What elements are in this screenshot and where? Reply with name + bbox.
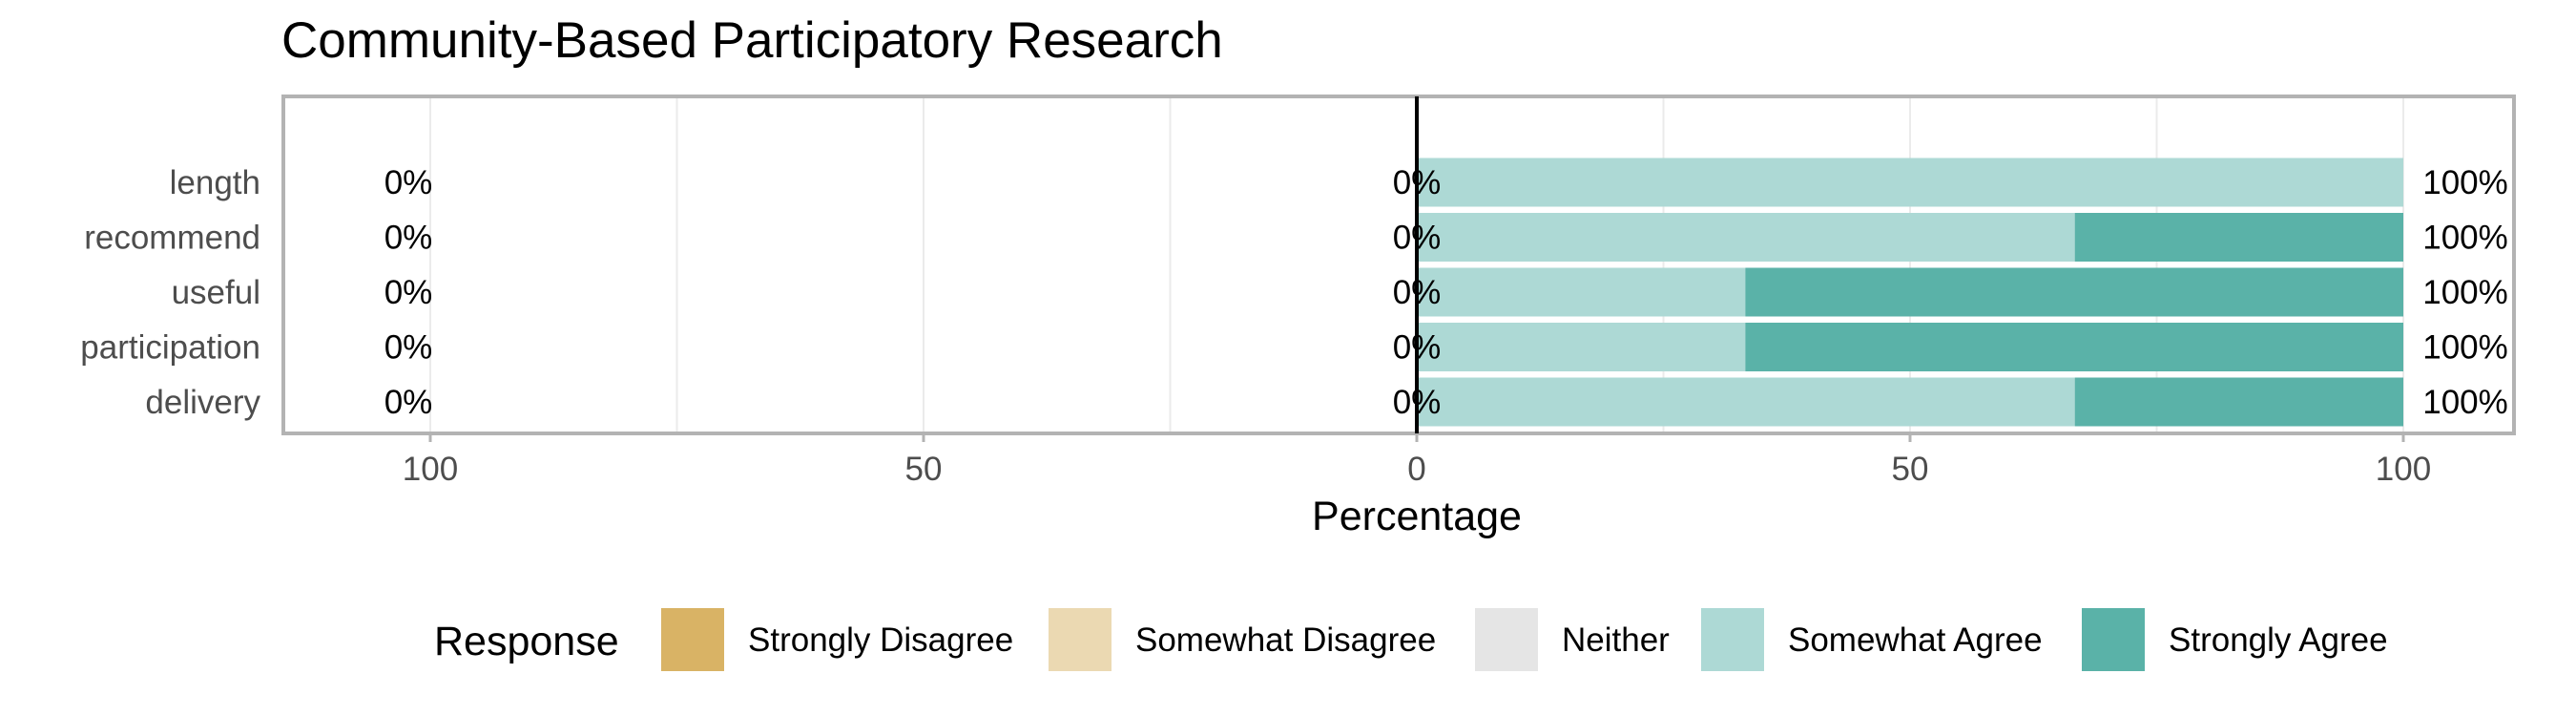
percent-label-right: 100%	[2422, 329, 2508, 367]
bar-delivery-strongly-agree	[2074, 377, 2403, 427]
bar-participation-somewhat-agree	[1417, 323, 1746, 371]
category-label: useful	[172, 274, 260, 311]
legend-title: Response	[434, 619, 619, 664]
legend-label-neither: Neither	[1562, 621, 1670, 659]
x-axis-label: Percentage	[1312, 494, 1522, 539]
percent-label-left: 0%	[384, 384, 433, 421]
legend-swatch-somewhat-disagree	[1047, 606, 1113, 673]
bar-useful-somewhat-agree	[1417, 267, 1746, 317]
legend-label-somewhat-agree: Somewhat Agree	[1788, 621, 2043, 659]
x-tick-label: 50	[1892, 451, 1929, 488]
percent-label-right: 100%	[2422, 274, 2508, 311]
percent-label-left: 0%	[384, 164, 433, 201]
percent-label-left: 0%	[384, 220, 433, 257]
x-tick-label: 100	[2376, 451, 2431, 488]
chart-title: Community-Based Participatory Research	[281, 12, 1223, 69]
legend-label-strongly-disagree: Strongly Disagree	[748, 621, 1013, 659]
legend-swatch-somewhat-agree	[1699, 606, 1766, 673]
legend-swatch-strongly-agree	[2080, 606, 2147, 673]
category-label: participation	[80, 329, 260, 367]
panel-border	[281, 95, 2516, 435]
legend-swatch-neither	[1473, 606, 1540, 673]
legend-label-somewhat-disagree: Somewhat Disagree	[1135, 621, 1436, 659]
bar-participation-strongly-agree	[1745, 323, 2403, 371]
percent-label-right: 100%	[2422, 384, 2508, 421]
percent-label-left: 0%	[384, 329, 433, 367]
percent-label-left: 0%	[384, 274, 433, 311]
bar-useful-strongly-agree	[1745, 267, 2403, 317]
x-tick-label: 0	[1407, 451, 1425, 488]
percent-label-right: 100%	[2422, 164, 2508, 201]
legend-label-strongly-agree: Strongly Agree	[2169, 621, 2388, 659]
legend: Response Strongly Disagree Somewhat Disag…	[434, 606, 2388, 673]
legend-swatch-strongly-disagree	[659, 606, 726, 673]
category-label: delivery	[145, 384, 260, 421]
bars	[1417, 158, 2403, 427]
category-label: length	[170, 164, 260, 201]
x-tick-label: 100	[403, 451, 458, 488]
x-tick-label: 50	[905, 451, 943, 488]
bar-delivery-somewhat-agree	[1417, 377, 2075, 427]
x-axis-ticks: 100 50 0 50 100	[403, 433, 2431, 488]
bar-recommend-strongly-agree	[2074, 213, 2403, 262]
grid-lines	[429, 96, 2404, 433]
bar-recommend-somewhat-agree	[1417, 213, 2075, 262]
bar-length-somewhat-agree	[1417, 158, 2403, 207]
category-label: recommend	[84, 220, 260, 257]
percent-label-right: 100%	[2422, 220, 2508, 257]
category-labels: length recommend useful participation delive…	[80, 164, 260, 421]
